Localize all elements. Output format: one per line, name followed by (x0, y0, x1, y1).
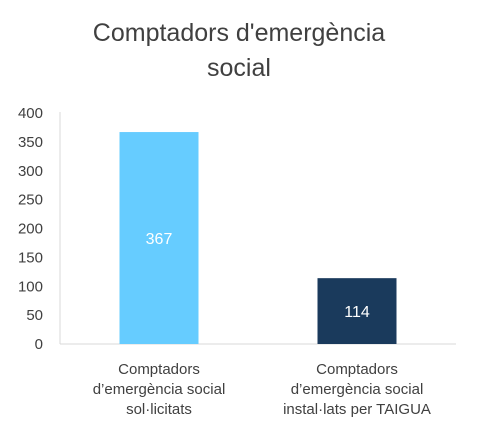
bar (317, 278, 397, 344)
y-tick-label: 300 (18, 163, 43, 180)
x-tick-label: sol·licitats (126, 401, 192, 418)
y-tick-label: 100 (18, 278, 43, 295)
x-tick-label: d’emergència social (291, 381, 424, 398)
y-tick-label: 250 (18, 192, 43, 209)
y-tick-label: 200 (18, 221, 43, 238)
data-label: 367 (146, 231, 173, 248)
y-tick-label: 50 (26, 307, 43, 324)
bar (119, 132, 199, 344)
x-tick-label: instal·lats per TAIGUA (283, 401, 431, 418)
x-tick-label: d’emergència social (93, 381, 226, 398)
x-tick-label: Comptadors (118, 361, 200, 378)
chart-title-line-2: social (207, 54, 271, 82)
y-tick-label: 150 (18, 249, 43, 266)
chart-title: Comptadors d'emergència social (60, 16, 418, 86)
y-tick-label: 0 (35, 336, 43, 353)
y-tick-label: 350 (18, 134, 43, 151)
y-tick-label: 400 (18, 105, 43, 122)
x-tick-label: Comptadors (316, 361, 398, 378)
data-label: 114 (344, 304, 370, 321)
chart-title-line-1: Comptadors d'emergència (92, 19, 386, 47)
